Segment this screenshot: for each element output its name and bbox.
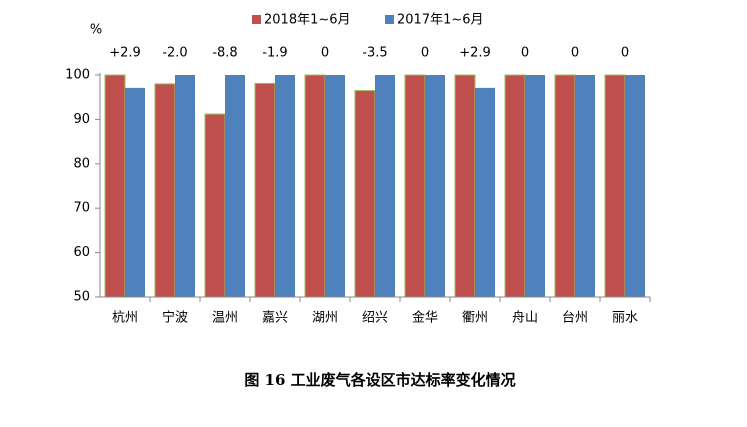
x-tick-label: 丽水 bbox=[612, 311, 638, 326]
bar bbox=[554, 74, 576, 298]
x-tick-label: 嘉兴 bbox=[262, 311, 288, 326]
annotation: 0 bbox=[421, 46, 429, 61]
bar bbox=[225, 75, 245, 297]
x-tick-label: 湖州 bbox=[312, 311, 338, 326]
bar bbox=[425, 75, 445, 297]
legend-label: 2017年1~6月 bbox=[397, 13, 484, 28]
x-tick-label: 温州 bbox=[212, 311, 238, 326]
x-tick-label: 宁波 bbox=[162, 310, 188, 326]
bar bbox=[625, 75, 645, 297]
legend-swatch bbox=[385, 15, 394, 24]
bar bbox=[604, 74, 626, 298]
annotation: 0 bbox=[571, 46, 579, 61]
annotation: -2.0 bbox=[162, 46, 187, 61]
bar bbox=[454, 74, 476, 298]
annotation: 0 bbox=[321, 46, 329, 61]
bar bbox=[275, 75, 295, 297]
y-axis-label: % bbox=[90, 23, 102, 38]
annotation: 0 bbox=[521, 46, 529, 61]
bar bbox=[204, 113, 226, 298]
y-tick-label: 50 bbox=[73, 290, 90, 305]
legend-label: 2018年1~6月 bbox=[264, 13, 351, 28]
y-tick-label: 60 bbox=[73, 245, 90, 260]
bar bbox=[404, 74, 426, 298]
annotation: +2.9 bbox=[109, 46, 141, 61]
chart-caption: 图 16 工业废气各设区市达标率变化情况 bbox=[244, 371, 515, 389]
bar bbox=[154, 83, 176, 298]
x-tick-label: 衢州 bbox=[462, 311, 488, 326]
bar bbox=[504, 74, 526, 298]
x-tick-label: 台州 bbox=[562, 311, 588, 326]
bar bbox=[475, 87, 495, 297]
x-tick-label: 杭州 bbox=[112, 311, 138, 326]
bar bbox=[125, 87, 145, 297]
bar bbox=[375, 75, 395, 297]
y-tick-label: 80 bbox=[73, 156, 90, 171]
x-tick-label: 金华 bbox=[412, 310, 438, 326]
bar bbox=[254, 82, 276, 298]
y-tick-label: 70 bbox=[73, 201, 90, 216]
x-tick-label: 绍兴 bbox=[362, 311, 388, 326]
x-tick-label: 舟山 bbox=[512, 311, 538, 326]
bar bbox=[325, 75, 345, 297]
y-tick-label: 100 bbox=[65, 68, 90, 83]
bar bbox=[304, 74, 326, 298]
bar bbox=[525, 75, 545, 297]
bar bbox=[575, 75, 595, 297]
annotation: -3.5 bbox=[362, 46, 387, 61]
legend-swatch bbox=[252, 15, 261, 24]
annotation: 0 bbox=[621, 46, 629, 61]
bar bbox=[104, 74, 126, 298]
annotation: +2.9 bbox=[459, 46, 491, 61]
y-tick-label: 90 bbox=[73, 112, 90, 127]
annotation: -1.9 bbox=[262, 46, 287, 61]
annotation: -8.8 bbox=[212, 46, 237, 61]
bar bbox=[354, 90, 376, 298]
bar bbox=[175, 75, 195, 297]
